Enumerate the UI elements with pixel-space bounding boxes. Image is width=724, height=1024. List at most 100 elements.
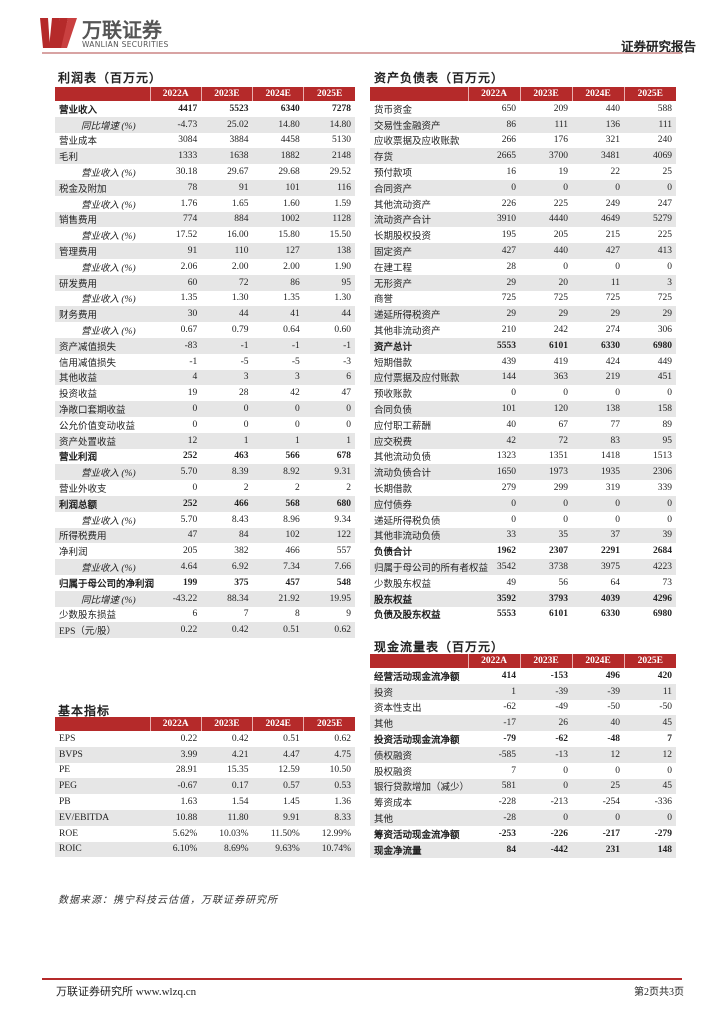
value-cell-2023e: 0 bbox=[520, 495, 572, 512]
value-cell-2023e: 72 bbox=[520, 432, 572, 449]
year-header: 2025E bbox=[623, 654, 676, 668]
row-label: 资产总计 bbox=[370, 337, 468, 354]
table-row: 税金及附加 78 91 101 116 bbox=[55, 179, 355, 196]
value-cell-2022a: 581 bbox=[468, 778, 520, 795]
value-cell-2022a: 78 bbox=[150, 179, 202, 196]
row-label: 银行贷款增加（减少） bbox=[370, 778, 469, 795]
row-label: 筹资成本 bbox=[374, 799, 413, 810]
value-cell-2022a: 414 bbox=[501, 670, 516, 681]
row-label: 财务费用 bbox=[55, 306, 150, 323]
table-row: ROIC 6.10% 8.69% 9.63% 10.74% bbox=[55, 841, 355, 858]
value-cell-2023e: 2307 bbox=[549, 546, 568, 557]
value-cell-2023e: 0 bbox=[563, 261, 568, 272]
value-cell-2023e: 28 bbox=[239, 388, 249, 399]
table-row: 营业外收支 0 2 2 2 bbox=[55, 480, 355, 496]
row-label: 资产减值损失 bbox=[55, 337, 150, 354]
value-cell-2023e: -1 bbox=[201, 337, 253, 354]
footer-institute: 万联证券研究所 www.wlzq.cn bbox=[56, 986, 197, 998]
value-cell-2024e: 6340 bbox=[280, 103, 300, 114]
row-label: 营业收入 (%) bbox=[55, 559, 150, 575]
row-label: 投资收益 bbox=[59, 390, 98, 401]
value-cell-2025e: -50 bbox=[659, 702, 672, 713]
value-cell-2022a: 5.62% bbox=[172, 828, 198, 839]
income-statement-table: 2022A 2023E 2024E 2025E 营业收入 4417 5523 6340 7278… bbox=[55, 87, 355, 639]
value-cell-2025e: 6980 bbox=[624, 337, 676, 354]
value-cell-2022a: 1962 bbox=[497, 546, 516, 557]
value-cell-2024e: 8.92 bbox=[252, 464, 304, 481]
value-cell-2022a: 17.52 bbox=[175, 230, 198, 241]
table-row: EPS 0.22 0.42 0.51 0.62 bbox=[55, 731, 355, 747]
value-cell-2025e: -279 bbox=[654, 828, 672, 839]
value-cell-2025e: 122 bbox=[303, 527, 355, 544]
value-cell-2022a: 5.70 bbox=[150, 464, 202, 481]
value-cell-2022a: 33 bbox=[468, 527, 520, 544]
value-cell-2025e: 5130 bbox=[332, 135, 351, 146]
value-cell-2025e: 12 bbox=[624, 746, 676, 763]
value-cell-2022a: 4 bbox=[150, 369, 202, 386]
table-row: 负债合计 1962 2307 2291 2684 bbox=[370, 543, 676, 559]
value-cell-2025e: 7278 bbox=[332, 103, 351, 114]
basic-indicators-title: 基本指标 bbox=[58, 704, 111, 718]
value-cell-2024e: 7.34 bbox=[252, 559, 304, 575]
value-cell-2023e: 0.42 bbox=[231, 733, 249, 744]
value-cell-2025e: 1.59 bbox=[334, 198, 351, 209]
value-cell-2023e: -62 bbox=[555, 734, 568, 745]
footer-page-number: 第2页共3页 bbox=[634, 987, 684, 998]
value-cell-2023e: -213 bbox=[550, 797, 568, 808]
value-cell-2022a: 30 bbox=[150, 306, 202, 323]
table-row: 应付职工薪酬 40 67 77 89 bbox=[370, 417, 676, 433]
table-row: 所得税费用 47 84 102 122 bbox=[55, 527, 355, 544]
value-cell-2024e: 0 bbox=[615, 765, 620, 776]
value-cell-2024e: 568 bbox=[252, 495, 304, 512]
value-cell-2022a: 101 bbox=[468, 401, 520, 417]
value-cell-2022a: -62 bbox=[503, 702, 516, 713]
value-cell-2024e: 219 bbox=[572, 369, 624, 386]
value-cell-2024e: 136 bbox=[572, 116, 624, 133]
table-row: 净敞口套期收益 0 0 0 0 bbox=[55, 401, 355, 417]
value-cell-2025e: 451 bbox=[624, 369, 676, 386]
value-cell-2025e: 9 bbox=[346, 609, 351, 620]
value-cell-2024e: 427 bbox=[572, 243, 624, 259]
value-cell-2022a: -585 bbox=[468, 746, 520, 763]
table-row: 应付票据及应付账款 144 363 219 451 bbox=[370, 369, 676, 386]
table-row: 合同资产 0 0 0 0 bbox=[370, 179, 676, 196]
table-row: 股东权益 3592 3793 4039 4296 bbox=[370, 590, 676, 607]
value-cell-2023e: 25.02 bbox=[201, 116, 253, 133]
row-label: 合同负债 bbox=[370, 401, 468, 417]
row-label: PE bbox=[59, 765, 71, 776]
value-cell-2023e: 382 bbox=[234, 546, 249, 557]
value-cell-2024e: 496 bbox=[605, 670, 620, 681]
value-cell-2022a: 5553 bbox=[468, 337, 520, 354]
table-row: 资产总计 5553 6101 6330 6980 bbox=[370, 337, 676, 354]
row-label: 存货 bbox=[370, 148, 468, 165]
value-cell-2023e: 299 bbox=[553, 483, 568, 494]
table-row: 流动资产合计 3910 4440 4649 5279 bbox=[370, 211, 676, 228]
value-cell-2025e: 680 bbox=[303, 495, 355, 512]
value-cell-2022a: 774 bbox=[150, 211, 202, 228]
value-cell-2023e: 1351 bbox=[549, 451, 568, 462]
row-label: 现金净流量 bbox=[370, 841, 468, 858]
table-row: 资产减值损失 -83 -1 -1 -1 bbox=[55, 337, 355, 354]
value-cell-2025e: 1.90 bbox=[334, 261, 351, 272]
table-row: 信用减值损失 -1 -5 -5 -3 bbox=[55, 354, 355, 370]
value-cell-2022a: 47 bbox=[150, 527, 202, 544]
row-label: 股东权益 bbox=[370, 590, 468, 607]
value-cell-2025e: 4223 bbox=[624, 559, 676, 575]
value-cell-2025e: 7.66 bbox=[303, 559, 355, 575]
value-cell-2024e: 1418 bbox=[601, 451, 620, 462]
value-cell-2025e: 25 bbox=[662, 167, 673, 178]
value-cell-2022a: 10.88 bbox=[150, 809, 202, 826]
table-row: 应收票据及应收账款 266 176 321 240 bbox=[370, 133, 676, 149]
value-cell-2025e: 2 bbox=[346, 483, 351, 494]
value-cell-2024e: 11 bbox=[572, 274, 624, 291]
header-label-cell bbox=[55, 87, 150, 101]
value-cell-2023e: 205 bbox=[553, 230, 568, 241]
row-label: 在建工程 bbox=[374, 263, 413, 274]
table-row: 交易性金融资产 86 111 136 111 bbox=[370, 116, 676, 133]
value-cell-2025e: 0.60 bbox=[334, 325, 351, 336]
value-cell-2025e: 5279 bbox=[624, 211, 676, 228]
year-header: 2024E bbox=[571, 654, 624, 668]
value-cell-2022a: 1 bbox=[468, 683, 520, 700]
value-cell-2025e: 678 bbox=[336, 451, 351, 462]
value-cell-2023e: 35 bbox=[520, 527, 572, 544]
